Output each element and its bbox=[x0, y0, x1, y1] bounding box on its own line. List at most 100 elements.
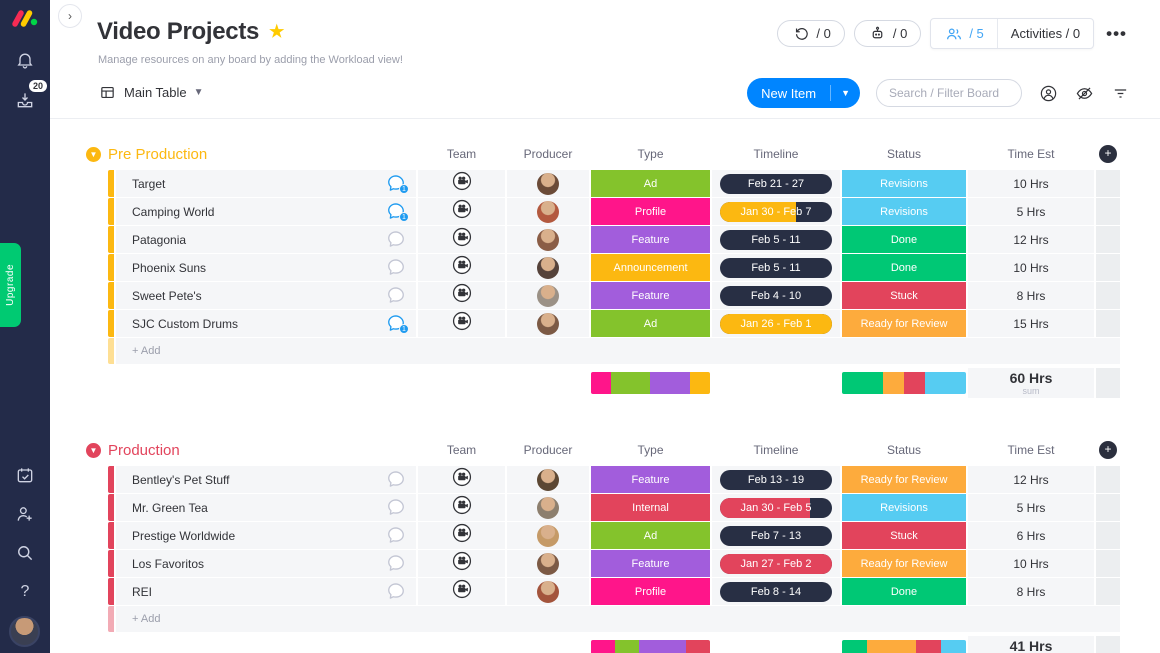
column-header-timeline[interactable]: Timeline bbox=[753, 443, 799, 457]
team-cell[interactable] bbox=[418, 198, 505, 225]
add-column-button[interactable]: + bbox=[1099, 145, 1117, 163]
item-name-cell[interactable]: Target 1 bbox=[116, 170, 416, 197]
timeline-cell[interactable]: Feb 8 - 14 bbox=[712, 578, 840, 605]
chat-bubble-icon[interactable] bbox=[386, 285, 406, 305]
item-name-cell[interactable]: Phoenix Suns bbox=[116, 254, 416, 281]
item-name-cell[interactable]: Los Favoritos bbox=[116, 550, 416, 577]
chat-bubble-icon[interactable] bbox=[386, 581, 406, 601]
producer-cell[interactable] bbox=[507, 170, 589, 197]
collapse-panel-button[interactable]: › bbox=[58, 4, 82, 28]
team-cell[interactable] bbox=[418, 310, 505, 337]
time-est-cell[interactable]: 12 Hrs bbox=[968, 466, 1094, 493]
type-distribution-bar[interactable] bbox=[591, 372, 710, 394]
column-header-team[interactable]: Team bbox=[446, 443, 477, 457]
column-header-time-est[interactable]: Time Est bbox=[1007, 443, 1055, 457]
status-cell[interactable]: Done bbox=[842, 226, 966, 253]
invite-person-icon[interactable] bbox=[13, 502, 37, 526]
group-collapse-caret-icon[interactable]: ▼ bbox=[86, 442, 101, 458]
type-cell[interactable]: Ad bbox=[591, 522, 710, 549]
type-cell[interactable]: Profile bbox=[591, 578, 710, 605]
time-est-cell[interactable]: 12 Hrs bbox=[968, 226, 1094, 253]
type-cell[interactable]: Profile bbox=[591, 198, 710, 225]
extra-cell[interactable] bbox=[1096, 198, 1120, 225]
extra-cell[interactable] bbox=[1096, 254, 1120, 281]
more-dots-icon[interactable]: ••• bbox=[1106, 23, 1127, 43]
chat-bubble-icon[interactable] bbox=[386, 553, 406, 573]
bell-icon[interactable] bbox=[13, 48, 37, 72]
column-header-status[interactable]: Status bbox=[886, 147, 922, 161]
inbox-tray-icon[interactable]: 20 bbox=[13, 80, 47, 112]
timeline-cell[interactable]: Jan 26 - Feb 1 bbox=[712, 310, 840, 337]
team-cell[interactable] bbox=[418, 282, 505, 309]
column-header-type[interactable]: Type bbox=[637, 147, 664, 161]
user-avatar[interactable] bbox=[9, 616, 40, 647]
timeline-cell[interactable]: Feb 4 - 10 bbox=[712, 282, 840, 309]
chat-bubble-icon[interactable]: 1 bbox=[386, 173, 409, 194]
item-name-cell[interactable]: Patagonia bbox=[116, 226, 416, 253]
type-cell[interactable]: Announcement bbox=[591, 254, 710, 281]
producer-cell[interactable] bbox=[507, 494, 589, 521]
team-cell[interactable] bbox=[418, 170, 505, 197]
add-item-button[interactable]: + Add bbox=[116, 606, 1120, 632]
person-filter-icon[interactable] bbox=[1038, 83, 1058, 103]
time-est-cell[interactable]: 5 Hrs bbox=[968, 494, 1094, 521]
status-cell[interactable]: Revisions bbox=[842, 198, 966, 225]
team-cell[interactable] bbox=[418, 254, 505, 281]
eye-hidden-icon[interactable] bbox=[1074, 83, 1094, 103]
status-cell[interactable]: Stuck bbox=[842, 522, 966, 549]
producer-cell[interactable] bbox=[507, 522, 589, 549]
chat-bubble-icon[interactable] bbox=[386, 497, 406, 517]
team-cell[interactable] bbox=[418, 494, 505, 521]
team-cell[interactable] bbox=[418, 550, 505, 577]
timeline-cell[interactable]: Feb 5 - 11 bbox=[712, 254, 840, 281]
producer-cell[interactable] bbox=[507, 254, 589, 281]
timeline-cell[interactable]: Feb 7 - 13 bbox=[712, 522, 840, 549]
producer-cell[interactable] bbox=[507, 226, 589, 253]
status-cell[interactable]: Ready for Review bbox=[842, 310, 966, 337]
chat-bubble-icon[interactable]: 1 bbox=[386, 201, 409, 222]
chat-bubble-icon[interactable] bbox=[386, 229, 406, 249]
timeline-pill[interactable]: Feb 21 - 27 bbox=[720, 173, 832, 194]
time-est-cell[interactable]: 10 Hrs bbox=[968, 550, 1094, 577]
extra-cell[interactable] bbox=[1096, 550, 1120, 577]
group-title[interactable]: Production bbox=[108, 441, 180, 459]
timeline-pill[interactable]: Jan 26 - Feb 1 bbox=[720, 313, 832, 334]
chat-bubble-icon[interactable] bbox=[386, 469, 406, 489]
timeline-cell[interactable]: Jan 27 - Feb 2 bbox=[712, 550, 840, 577]
item-name-cell[interactable]: Prestige Worldwide bbox=[116, 522, 416, 549]
chat-bubble-icon[interactable] bbox=[386, 525, 406, 545]
calendar-icon[interactable] bbox=[13, 463, 37, 487]
producer-cell[interactable] bbox=[507, 466, 589, 493]
tab-main-table[interactable]: Main Table ▼ bbox=[97, 82, 204, 102]
timeline-cell[interactable]: Jan 30 - Feb 7 bbox=[712, 198, 840, 225]
time-est-cell[interactable]: 5 Hrs bbox=[968, 198, 1094, 225]
extra-cell[interactable] bbox=[1096, 578, 1120, 605]
timeline-pill[interactable]: Jan 30 - Feb 7 bbox=[720, 201, 832, 222]
timeline-cell[interactable]: Feb 13 - 19 bbox=[712, 466, 840, 493]
column-header-status[interactable]: Status bbox=[886, 443, 922, 457]
add-column-button[interactable]: + bbox=[1099, 441, 1117, 459]
time-est-cell[interactable]: 8 Hrs bbox=[968, 282, 1094, 309]
team-cell[interactable] bbox=[418, 466, 505, 493]
timeline-pill[interactable]: Feb 8 - 14 bbox=[720, 581, 832, 602]
type-cell[interactable]: Ad bbox=[591, 170, 710, 197]
status-cell[interactable]: Ready for Review bbox=[842, 466, 966, 493]
new-item-chevron-icon[interactable]: ▼ bbox=[841, 88, 850, 98]
status-cell[interactable]: Done bbox=[842, 254, 966, 281]
chat-bubble-icon[interactable]: 1 bbox=[386, 313, 409, 334]
timeline-pill[interactable]: Feb 5 - 11 bbox=[720, 257, 832, 278]
extra-cell[interactable] bbox=[1096, 282, 1120, 309]
type-cell[interactable]: Ad bbox=[591, 310, 710, 337]
type-cell[interactable]: Feature bbox=[591, 226, 710, 253]
column-header-producer[interactable]: Producer bbox=[523, 443, 573, 457]
extra-cell[interactable] bbox=[1096, 494, 1120, 521]
type-cell[interactable]: Feature bbox=[591, 282, 710, 309]
timeline-cell[interactable]: Jan 30 - Feb 5 bbox=[712, 494, 840, 521]
extra-cell[interactable] bbox=[1096, 466, 1120, 493]
producer-cell[interactable] bbox=[507, 198, 589, 225]
chat-bubble-icon[interactable] bbox=[386, 257, 406, 277]
item-name-cell[interactable]: REI bbox=[116, 578, 416, 605]
type-cell[interactable]: Feature bbox=[591, 550, 710, 577]
column-header-timeline[interactable]: Timeline bbox=[753, 147, 799, 161]
column-header-producer[interactable]: Producer bbox=[523, 147, 573, 161]
